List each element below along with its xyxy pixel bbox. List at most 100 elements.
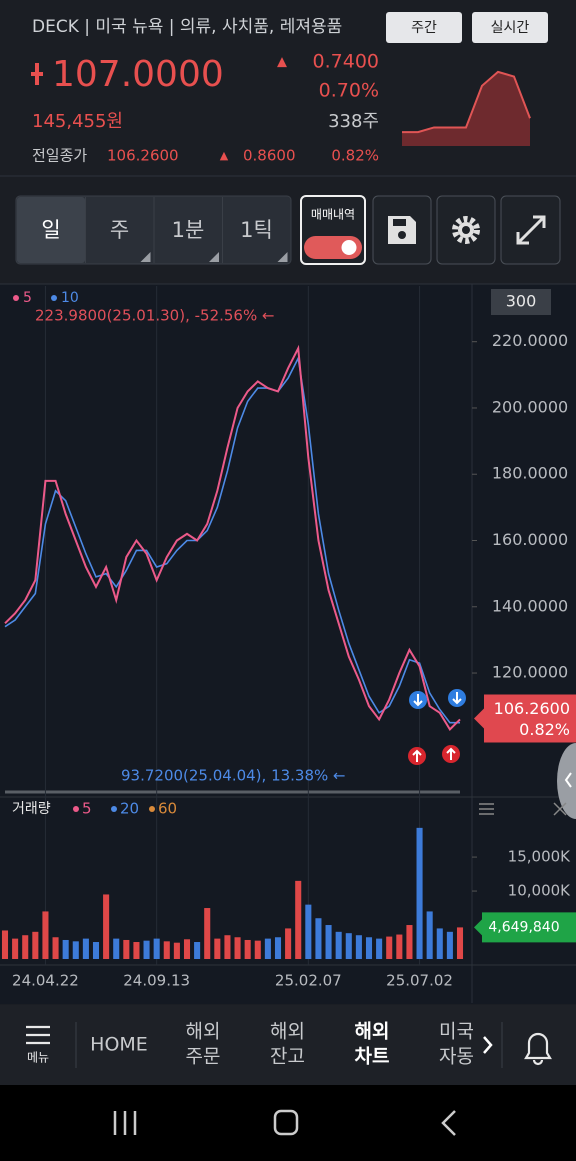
buy-signal: [412, 749, 422, 762]
volume-bar: [42, 911, 49, 959]
period-label[interactable]: 1분: [172, 218, 205, 242]
volume-bar: [72, 941, 79, 959]
buy-signal: [446, 747, 456, 760]
volume-bar: [436, 928, 443, 959]
volume-bar: [204, 908, 211, 959]
volume-bar: [113, 938, 120, 959]
volume-bar: [224, 935, 231, 959]
period-corner: [140, 252, 151, 262]
current-price-box: [474, 694, 576, 743]
prev-change-arrow: ▲: [220, 149, 229, 162]
nav-item[interactable]: 자동: [439, 1046, 474, 1068]
period-label[interactable]: 일: [41, 218, 60, 242]
prev-change-rate: 0.82%: [331, 147, 379, 165]
close-icon[interactable]: [553, 802, 567, 816]
notification-icon[interactable]: [524, 1032, 552, 1066]
gear-icon: [452, 216, 480, 244]
volume-bar: [133, 942, 140, 959]
volume-bar: [62, 939, 69, 959]
recent-apps[interactable]: [113, 1111, 137, 1135]
volume-bar: [183, 939, 191, 959]
nav-item[interactable]: 해외: [355, 1021, 390, 1043]
x-tick-label: 24.09.13: [123, 972, 190, 990]
volume-bar: [153, 938, 160, 959]
nav-item[interactable]: 잔고: [270, 1046, 305, 1068]
weekly-button[interactable]: [386, 12, 462, 43]
back-button[interactable]: [441, 1110, 456, 1136]
y-tick-label: 220.0000: [492, 331, 568, 350]
system-bar: [0, 1085, 576, 1161]
period-label[interactable]: 1틱: [240, 218, 273, 242]
price: 107.0000: [52, 54, 224, 95]
period-corner: [209, 252, 219, 262]
legend-label: 20: [120, 800, 139, 818]
volume-bar: [305, 904, 312, 959]
y-tick-label: 15,000K: [508, 848, 571, 866]
period-corner: [277, 252, 288, 262]
volume-bar: [194, 942, 201, 959]
legend-marker: [73, 806, 79, 812]
menu-icon[interactable]: [479, 803, 494, 815]
zoom-box: [491, 289, 551, 315]
volume-bar: [244, 939, 251, 959]
volume-bar: [92, 942, 100, 959]
realtime-button[interactable]: [472, 12, 548, 43]
volume-bar: [163, 941, 170, 959]
y-tick-label: 140.0000: [492, 596, 568, 615]
prev-change: 0.8600: [243, 147, 296, 165]
prev-close: 106.2600: [107, 147, 179, 165]
x-tick-label: 25.02.07: [275, 972, 342, 990]
home-button[interactable]: [273, 1109, 299, 1136]
change-rate: 0.70%: [319, 80, 379, 102]
menu-label[interactable]: 메뉴: [27, 1051, 49, 1065]
save-icon: [393, 219, 406, 226]
nav-item[interactable]: 주문: [186, 1046, 221, 1068]
chart-panel: [0, 284, 576, 1004]
volume-bar: [173, 942, 180, 959]
y-tick-label: 120.0000: [492, 663, 568, 682]
realtime-button-label[interactable]: 실시간: [491, 20, 530, 36]
menu-icon[interactable]: [26, 1025, 50, 1045]
legend-marker: [149, 806, 155, 812]
period-selected: [17, 197, 85, 263]
trade-history-label[interactable]: 매매내역: [311, 208, 355, 222]
y-tick-label: 160.0000: [492, 530, 568, 549]
legend-label: 10: [61, 290, 79, 306]
side-handle-icon: [564, 772, 572, 788]
home-link[interactable]: HOME: [90, 1034, 148, 1056]
volume-bar: [103, 894, 110, 959]
volume-bar: [274, 937, 282, 959]
zoom-label: 300: [506, 292, 537, 311]
nav-item[interactable]: 차트: [355, 1046, 390, 1068]
volume: 338주: [328, 111, 379, 132]
nav-item[interactable]: 해외: [270, 1021, 305, 1043]
current-price-label: 106.2600: [494, 699, 570, 718]
change: 0.7400: [313, 51, 379, 73]
volume-bar: [32, 931, 39, 959]
volume-bar: [365, 937, 373, 959]
nav-item[interactable]: 미국: [439, 1021, 474, 1043]
volume-bar: [446, 931, 453, 959]
volume-bar: [335, 931, 342, 959]
nav-next[interactable]: [483, 1036, 493, 1054]
period-label[interactable]: 주: [110, 218, 129, 242]
volume-bar: [426, 911, 433, 959]
legend-label: 60: [158, 800, 177, 818]
mini-line: [402, 70, 531, 134]
volume-bar: [22, 935, 29, 959]
y-tick-label: 180.0000: [492, 464, 568, 483]
legend-label: 5: [23, 290, 32, 306]
x-tick-label: 24.04.22: [12, 972, 79, 990]
stock-title: DECK | 미국 뉴욕 | 의류, 사치품, 레져용품: [32, 17, 342, 37]
volume-bar: [254, 940, 261, 959]
prev-close-label: 전일종가: [32, 147, 87, 165]
volume-bar: [82, 938, 89, 959]
weekly-button-label[interactable]: 주간: [411, 20, 437, 36]
volume-bar: [264, 938, 271, 959]
volume-bar: [345, 933, 352, 959]
volume-bar: [416, 827, 423, 959]
nav-item[interactable]: 해외: [186, 1021, 221, 1043]
volume-bar: [376, 938, 383, 959]
